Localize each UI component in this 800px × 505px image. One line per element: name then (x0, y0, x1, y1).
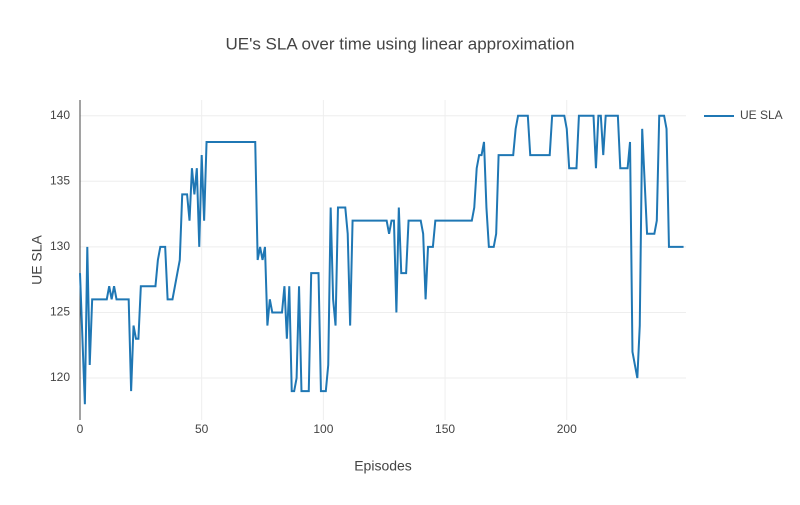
y-tick-label: 130 (50, 239, 70, 253)
x-tick-label: 100 (313, 422, 333, 436)
y-tick-label: 140 (50, 108, 70, 122)
legend-label: UE SLA (740, 108, 783, 122)
chart-title: UE's SLA over time using linear approxim… (225, 34, 574, 53)
y-axis-title: UE SLA (29, 234, 45, 284)
y-tick-label: 135 (50, 173, 70, 187)
x-tick-label: 200 (557, 422, 577, 436)
x-tick-label: 50 (195, 422, 209, 436)
y-tick-label: 120 (50, 370, 70, 384)
data-line (79, 114, 684, 405)
x-tick-label: 0 (77, 422, 84, 436)
x-tick-label: 150 (435, 422, 455, 436)
y-tick-label: 125 (50, 305, 70, 319)
x-axis-title: Episodes (354, 458, 412, 474)
